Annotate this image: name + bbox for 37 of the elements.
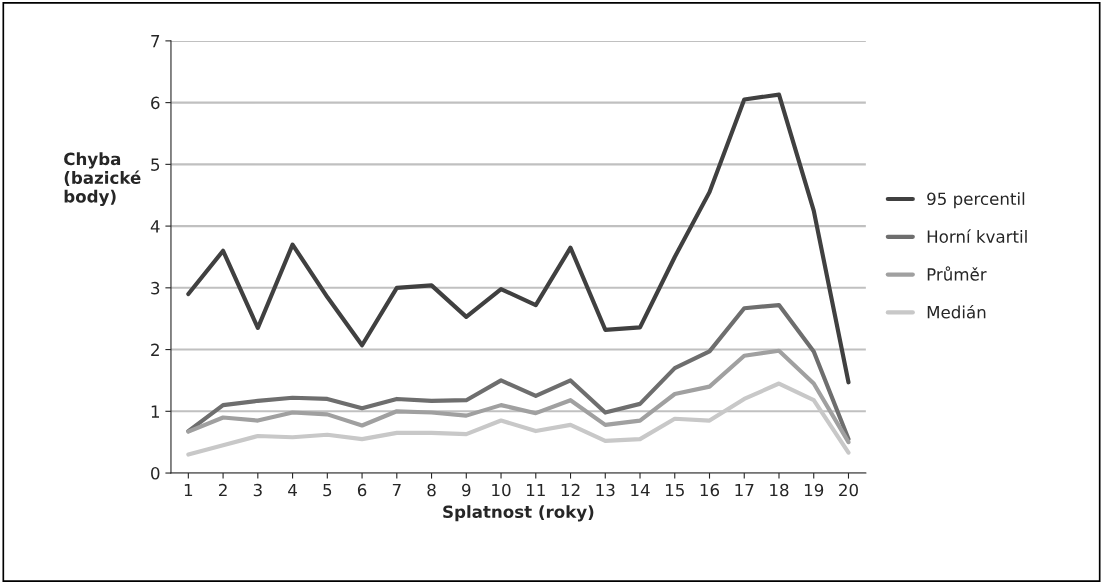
line-series [186,92,851,385]
line-series [186,348,851,445]
y-tick-label: 1 [151,405,160,418]
x-tick-label: 1 [184,483,193,497]
x-tick-label: 6 [357,483,367,497]
x-tick-label: 18 [770,483,789,497]
x-tick-label: 7 [392,483,401,497]
legend-label: Medián [927,304,986,319]
line-series [186,303,851,442]
x-tick-label: 4 [288,483,297,497]
x-tick-label: 12 [561,483,580,497]
x-tick-label: 5 [323,483,332,497]
x-tick-label: 3 [253,483,262,497]
x-tick-label: 20 [839,483,858,497]
y-tick-label: 2 [151,343,159,356]
x-tick-label: 13 [596,483,615,497]
x-tick-label: 8 [427,483,436,497]
x-tick-label: 11 [527,483,545,497]
x-tick-label: 15 [665,483,684,497]
legend-label: Průměr [927,266,987,281]
y-tick-label: 6 [151,96,160,110]
x-axis-title: Splatnost (roky) [443,505,594,522]
x-tick-label: 17 [735,483,754,497]
y-tick-label: 7 [151,35,160,48]
x-tick-label: 10 [492,483,511,497]
x-tick-label: 19 [804,483,824,497]
y-tick-label: 4 [150,220,160,233]
x-tick-label: 9 [462,483,471,497]
x-tick-label: 2 [219,483,227,497]
x-tick-label: 16 [700,483,720,497]
legend-label: 95 percentil [927,192,1025,209]
x-tick-label: 14 [631,483,650,497]
y-tick-label: 5 [151,158,160,171]
y-axis-title: Chyba (bazické body) [64,152,141,207]
y-tick-label: 3 [151,281,160,295]
legend-label: Horní kvartil [927,229,1027,243]
y-tick-label: 0 [151,467,160,480]
